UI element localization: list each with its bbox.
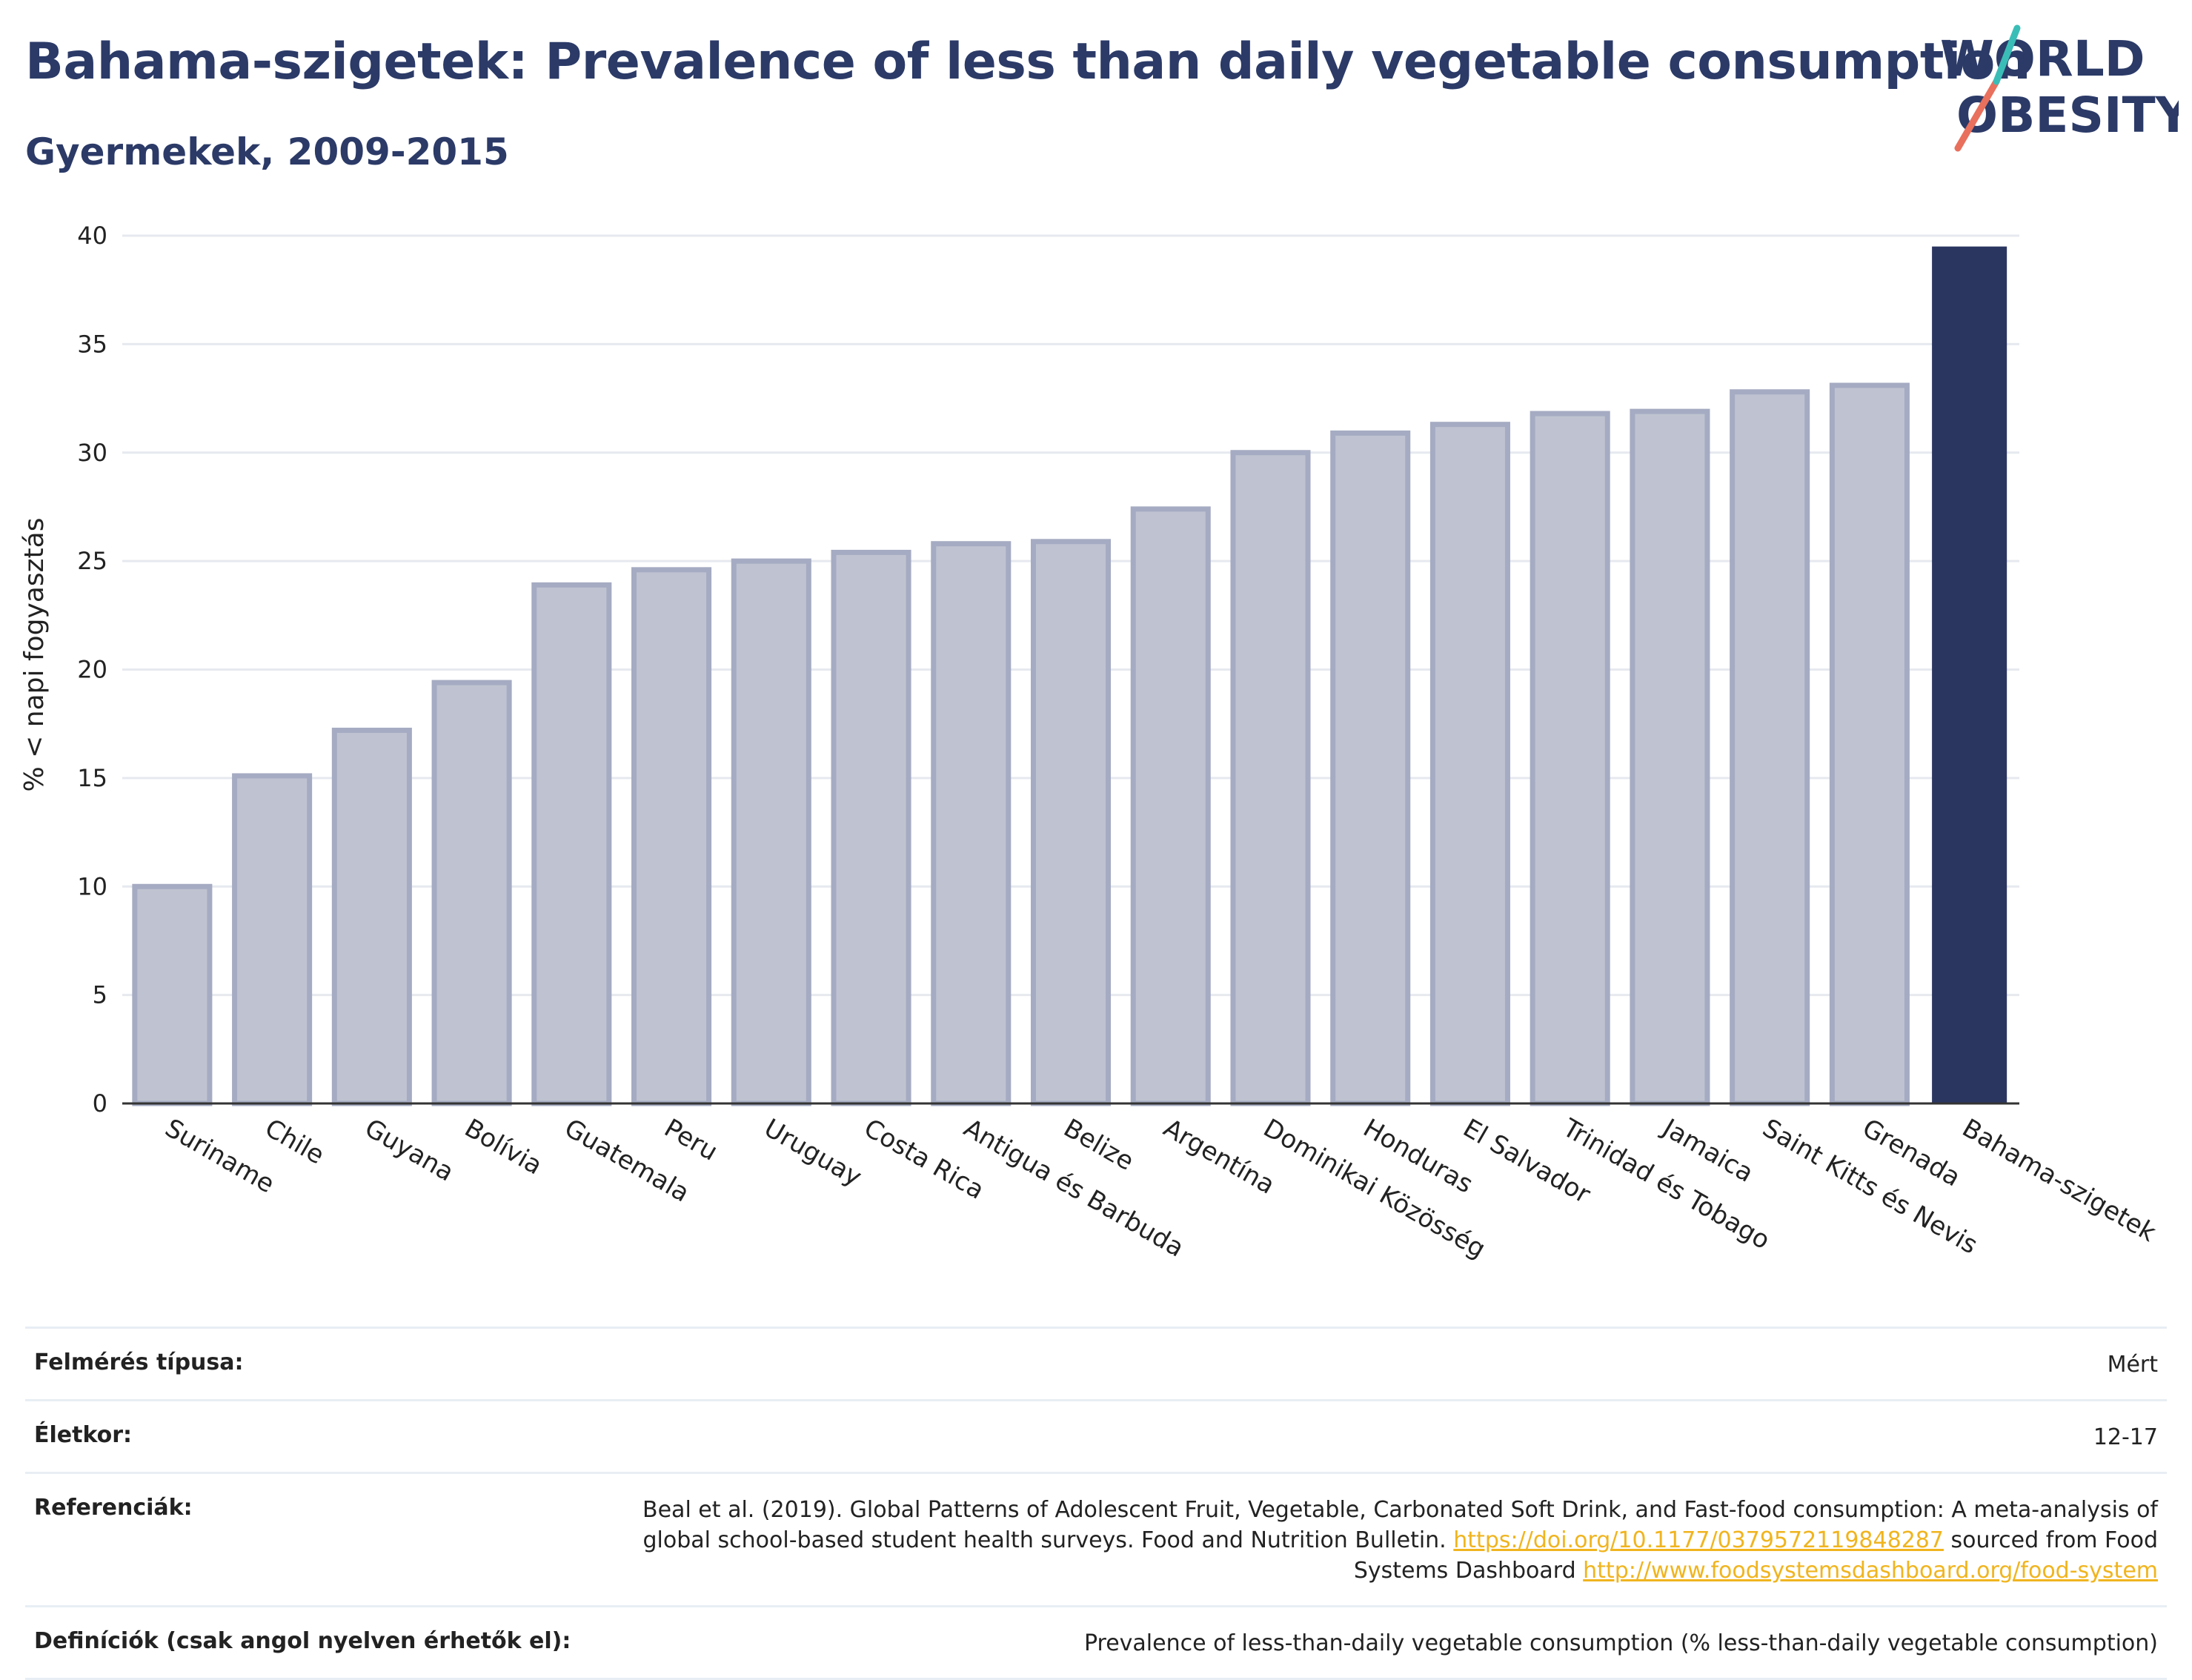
references-text: Beal et al. (2019). Global Patterns of A… xyxy=(642,1497,2158,1553)
references-value: Beal et al. (2019). Global Patterns of A… xyxy=(631,1495,2167,1586)
chart-subtitle: Gyermekek, 2009-2015 xyxy=(25,130,509,173)
y-axis-title: % < napi fogyasztás xyxy=(19,518,50,792)
bar-saint-kitts-és-nevis[interactable] xyxy=(1730,389,1810,1106)
x-tick-label: Belize xyxy=(1059,1113,1139,1177)
references-row: Referenciák: Beal et al. (2019). Global … xyxy=(25,1472,2167,1605)
age-label: Életkor: xyxy=(34,1422,133,1448)
definitions-value: Prevalence of less-than-daily vegetable … xyxy=(1083,1630,2158,1656)
y-tick-label: 0 xyxy=(93,1089,107,1118)
bar-bahama-szigetek[interactable] xyxy=(1932,246,2007,1104)
x-tick-label: Uruguay xyxy=(759,1113,866,1192)
world-obesity-logo: WORLD OBESITY xyxy=(1940,24,2179,152)
bar-suriname[interactable] xyxy=(132,883,213,1106)
x-tick-label: Peru xyxy=(660,1113,723,1167)
x-tick-label: Guyana xyxy=(359,1113,459,1187)
bar-belize[interactable] xyxy=(1030,539,1112,1106)
y-tick-label: 15 xyxy=(77,764,107,792)
bar-chile[interactable] xyxy=(232,773,313,1106)
bar-trinidad-és-tobago[interactable] xyxy=(1530,411,1610,1106)
chart-title: Bahama-szigetek: Prevalence of less than… xyxy=(25,33,2030,91)
bars xyxy=(132,246,2007,1106)
y-tick-label: 25 xyxy=(77,547,107,575)
y-tick-label: 40 xyxy=(77,222,107,250)
bar-costa-rica[interactable] xyxy=(831,549,911,1106)
x-tick-label: Bolívia xyxy=(459,1113,547,1181)
y-tick-label: 35 xyxy=(77,330,107,358)
logo-line2: OBESITY xyxy=(1956,87,2179,144)
bar-argentína[interactable] xyxy=(1130,506,1211,1106)
bar-dominikai-közösség[interactable] xyxy=(1230,450,1311,1106)
x-tick-label: Bahama-szigetek xyxy=(1957,1113,2161,1248)
info-table: Felmérés típusa: Mért Életkor: 12-17 Ref… xyxy=(25,1327,2167,1680)
bar-peru[interactable] xyxy=(631,567,712,1106)
y-tick-label: 20 xyxy=(77,656,107,684)
definitions-row: Definíciók (csak angol nyelven érhetők e… xyxy=(25,1605,2167,1680)
x-tick-label: Suriname xyxy=(160,1113,279,1199)
bar-el-salvador[interactable] xyxy=(1429,422,1510,1106)
age-row: Életkor: 12-17 xyxy=(25,1399,2167,1472)
x-tick-label: Chile xyxy=(260,1113,330,1170)
bar-jamaica[interactable] xyxy=(1630,408,1710,1106)
survey-type-row: Felmérés típusa: Mért xyxy=(25,1327,2167,1399)
x-tick-label: Argentína xyxy=(1158,1113,1280,1201)
survey-type-label: Felmérés típusa: xyxy=(34,1349,244,1375)
bar-antigua-és-barbuda[interactable] xyxy=(931,541,1012,1106)
references-source: sourced from Food Systems Dashboard xyxy=(1353,1527,2158,1584)
bar-grenada[interactable] xyxy=(1829,382,1910,1106)
y-tick-label: 5 xyxy=(93,981,107,1009)
doi-link[interactable]: https://doi.org/10.1177/0379572119848287 xyxy=(1453,1527,1944,1553)
age-value: 12-17 xyxy=(2093,1424,2158,1450)
definitions-label: Definíciók (csak angol nyelven érhetők e… xyxy=(34,1628,571,1654)
bar-bolívia[interactable] xyxy=(431,680,512,1106)
y-tick-label: 10 xyxy=(77,872,107,900)
bar-uruguay[interactable] xyxy=(731,558,811,1106)
y-axis-ticks: 0 5 10 15 20 25 30 35 40 xyxy=(77,222,107,1118)
references-label: Referenciák: xyxy=(34,1495,193,1521)
dashboard-link[interactable]: http://www.foodsystemsdashboard.org/food… xyxy=(1583,1558,2158,1584)
bar-guyana[interactable] xyxy=(331,727,412,1106)
bar-guatemala[interactable] xyxy=(531,582,612,1106)
survey-type-value: Mért xyxy=(2107,1352,2158,1378)
logo-line1: WORLD xyxy=(1940,30,2145,87)
bar-honduras[interactable] xyxy=(1330,430,1411,1106)
y-tick-label: 30 xyxy=(77,439,107,467)
